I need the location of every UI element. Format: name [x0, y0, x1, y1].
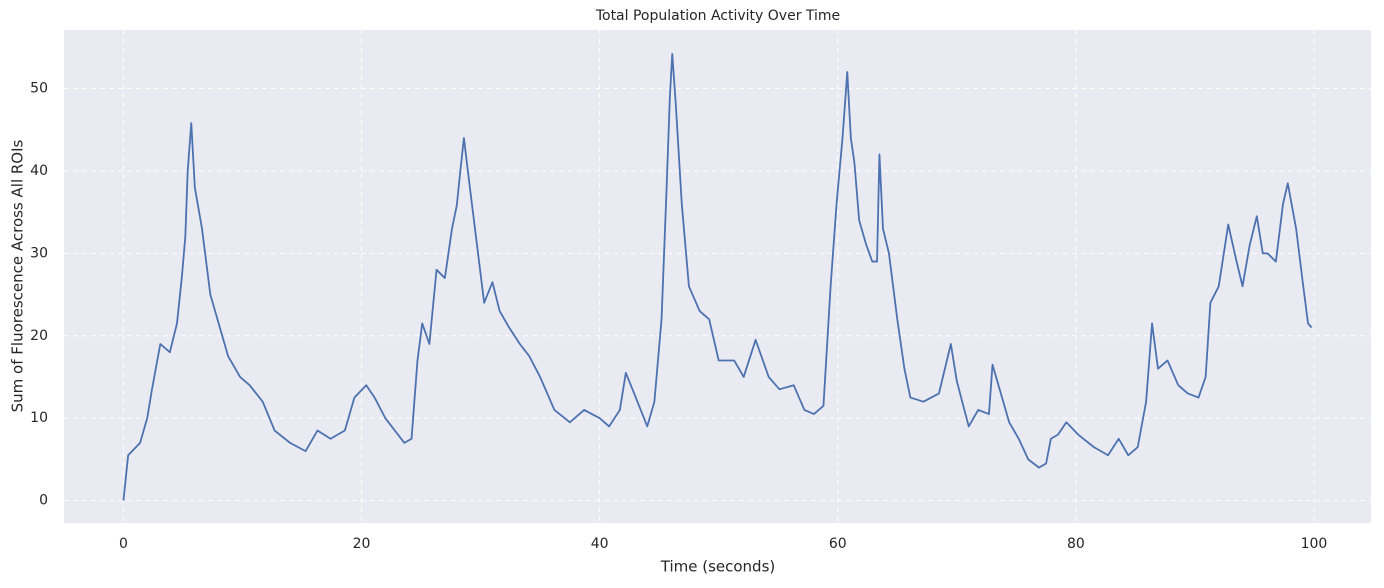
- y-tick-label: 50: [30, 81, 48, 97]
- y-axis-label: Sum of Fluorescence Across All ROIs: [9, 139, 27, 412]
- plot-area: [64, 30, 1371, 523]
- x-tick-label: 20: [353, 536, 371, 552]
- y-tick-label: 30: [30, 245, 48, 261]
- y-tick-label: 0: [39, 493, 48, 509]
- x-axis-label: Time (seconds): [660, 558, 776, 576]
- x-tick-label: 60: [829, 536, 847, 552]
- y-tick-label: 10: [30, 410, 48, 426]
- line: [122, 53, 1313, 501]
- x-tick-label: 80: [1067, 536, 1085, 552]
- x-tick-label: 40: [591, 536, 609, 552]
- x-tick-label: 0: [119, 536, 128, 552]
- chart-title: Total Population Activity Over Time: [595, 8, 840, 24]
- y-tick-label: 40: [30, 163, 48, 179]
- y-tick-label: 20: [30, 328, 48, 344]
- x-tick-label: 100: [1301, 536, 1328, 552]
